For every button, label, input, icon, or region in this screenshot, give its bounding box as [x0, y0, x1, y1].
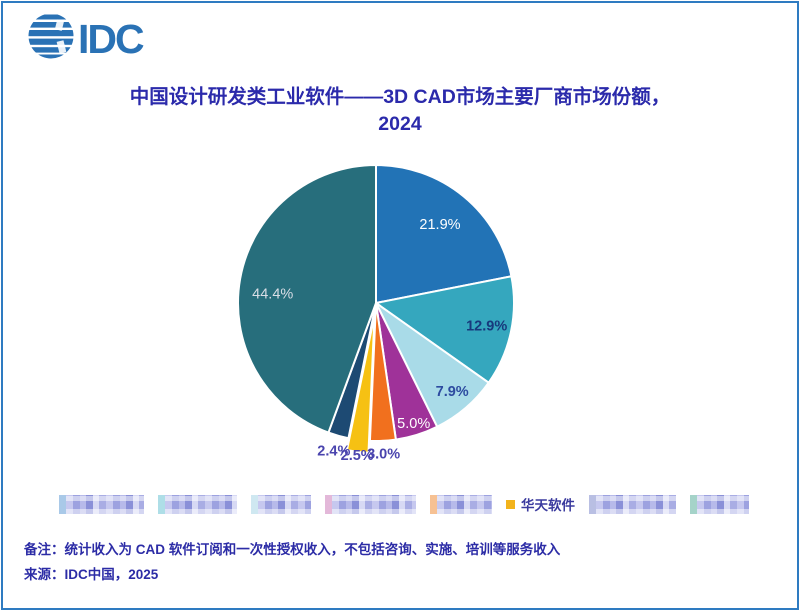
legend-marker-icon [506, 499, 515, 509]
idc-logo: IDC [28, 13, 145, 64]
pie-label: 2.4% [317, 444, 350, 460]
chart-title-line2: 2024 [378, 113, 422, 135]
legend-marker-icon [589, 494, 596, 514]
idc-globe-icon [28, 13, 74, 64]
legend-marker-icon [251, 494, 258, 514]
legend-item-redacted-5 [430, 494, 492, 514]
footnote-remark: 备注：统计收入为 CAD 软件订阅和一次性授权收入，不包括咨询、实施、培训等服务… [24, 542, 561, 557]
legend-item-redacted-7 [589, 494, 676, 514]
pie-slice-44.4% [237, 164, 377, 434]
pie-label: 2.5% [341, 448, 374, 464]
footnotes: 备注：统计收入为 CAD 软件订阅和一次性授权收入，不包括咨询、实施、培训等服务… [24, 537, 560, 587]
legend-item-redacted-1 [59, 494, 144, 514]
pie-slice-21.9% [375, 164, 513, 304]
pie-label: 3.0% [367, 446, 400, 462]
chart-title-line1: 中国设计研发类工业软件——3D CAD市场主要厂商市场份额， [129, 86, 671, 108]
legend-label-redacted [697, 494, 749, 514]
pie-slice-2.5% [345, 313, 376, 454]
legend-item-redacted-2 [158, 494, 237, 514]
legend-item-华天软件: 华天软件 [506, 494, 575, 514]
pie-label: 21.9% [419, 217, 460, 233]
legend-label-redacted [66, 494, 144, 514]
footnote-source: 来源：IDC中国，2025 [24, 567, 159, 582]
pie-slice-12.9% [375, 275, 515, 384]
legend-label-redacted [258, 494, 311, 514]
legend-label-redacted [165, 494, 237, 514]
pie-label: 5.0% [397, 416, 430, 432]
legend-item-redacted-3 [251, 494, 311, 514]
legend-row: 华天软件 [0, 494, 800, 514]
pie-chart: 21.9% 12.9% 7.9% 5.0% 3.0% 2.5% 2.4% 44.4% [0, 145, 800, 495]
legend-item-redacted-8 [690, 494, 749, 514]
legend-marker-icon [59, 494, 66, 514]
legend-label: 华天软件 [521, 498, 575, 513]
legend-marker-icon [158, 494, 165, 514]
legend-marker-icon [325, 494, 332, 514]
pie-label: 12.9% [466, 318, 507, 334]
legend-label-redacted [596, 494, 676, 514]
legend-marker-icon [430, 494, 437, 514]
chart-title: 中国设计研发类工业软件——3D CAD市场主要厂商市场份额， 2024 [0, 84, 800, 138]
pie-label: 44.4% [252, 286, 293, 302]
legend-marker-icon [690, 494, 697, 514]
idc-logo-text: IDC [78, 15, 145, 62]
pie-label: 7.9% [436, 384, 469, 400]
legend-item-redacted-4 [325, 494, 416, 514]
legend-label-redacted [332, 494, 416, 514]
legend-label-redacted [437, 494, 492, 514]
